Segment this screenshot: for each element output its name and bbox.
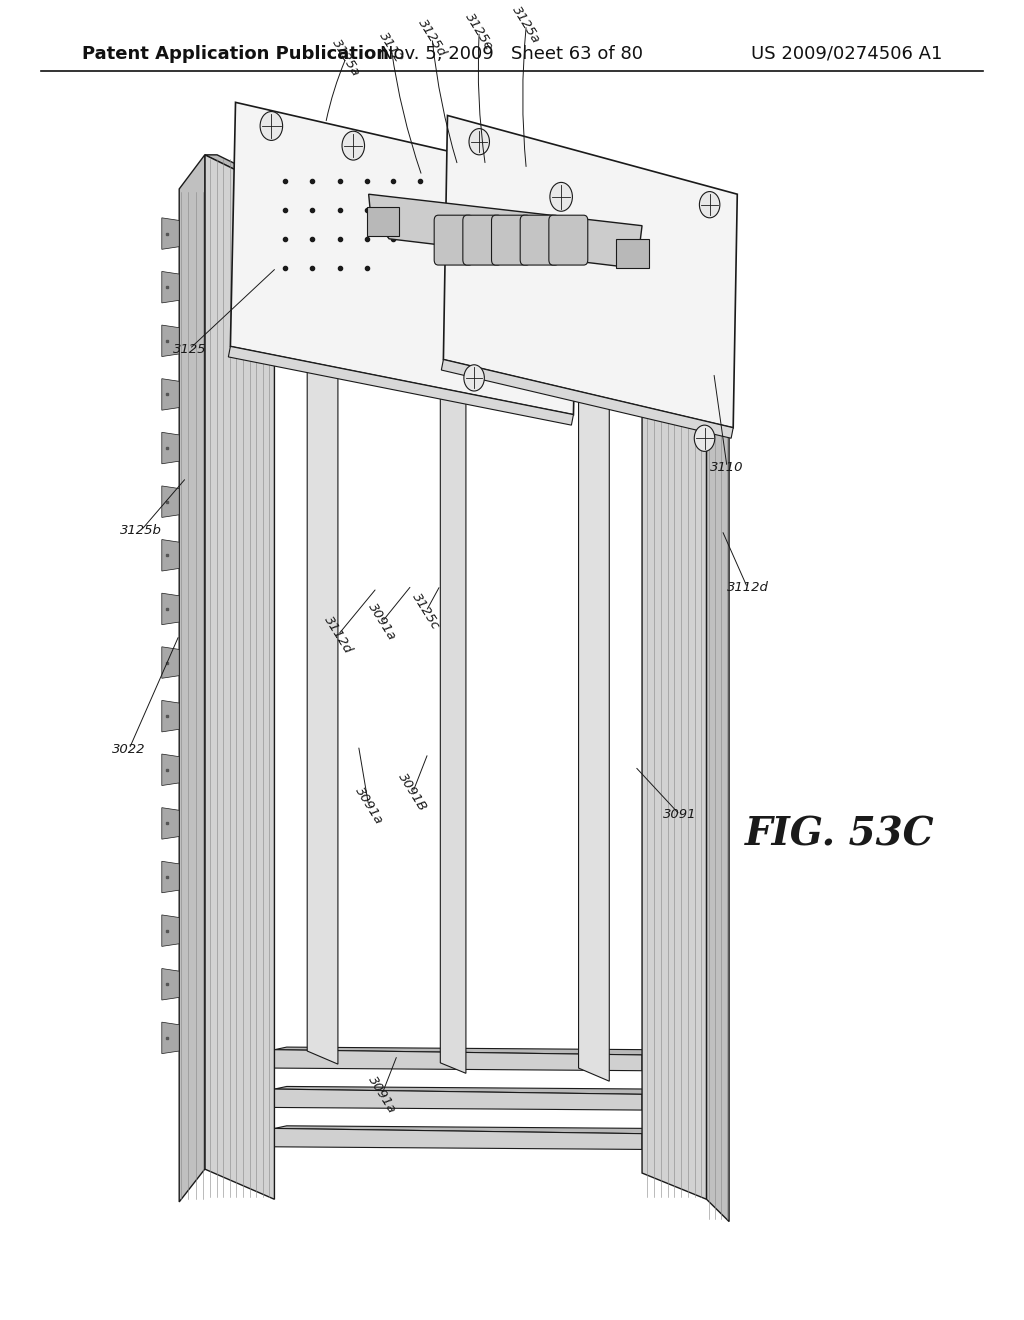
Polygon shape: [162, 218, 179, 249]
Polygon shape: [443, 115, 737, 428]
FancyBboxPatch shape: [434, 215, 473, 265]
Polygon shape: [274, 189, 642, 242]
Polygon shape: [162, 701, 179, 731]
Text: Nov. 5, 2009   Sheet 63 of 80: Nov. 5, 2009 Sheet 63 of 80: [381, 45, 643, 63]
Polygon shape: [579, 215, 609, 1081]
Polygon shape: [162, 808, 179, 840]
Polygon shape: [642, 189, 717, 218]
Polygon shape: [162, 325, 179, 356]
FancyBboxPatch shape: [492, 215, 530, 265]
Text: 3110: 3110: [711, 461, 743, 474]
Polygon shape: [642, 189, 707, 1200]
Text: 3112: 3112: [377, 29, 406, 65]
Polygon shape: [162, 540, 179, 572]
Text: 3091a: 3091a: [366, 1073, 398, 1115]
Text: 3125c: 3125c: [410, 591, 442, 632]
Polygon shape: [274, 1126, 652, 1134]
Polygon shape: [162, 486, 179, 517]
Polygon shape: [162, 272, 179, 302]
Polygon shape: [162, 379, 179, 411]
Polygon shape: [162, 647, 179, 678]
Text: 3091B: 3091B: [396, 771, 429, 814]
Polygon shape: [162, 754, 179, 785]
Circle shape: [550, 182, 572, 211]
Polygon shape: [162, 861, 179, 892]
Circle shape: [694, 425, 715, 451]
Polygon shape: [440, 205, 466, 1073]
FancyBboxPatch shape: [463, 215, 502, 265]
FancyBboxPatch shape: [549, 215, 588, 265]
Polygon shape: [205, 154, 287, 189]
Circle shape: [699, 191, 720, 218]
Text: 3125a: 3125a: [330, 37, 362, 79]
Circle shape: [469, 128, 489, 154]
Text: 3125b: 3125b: [121, 524, 162, 537]
Polygon shape: [369, 194, 642, 268]
Polygon shape: [274, 1047, 652, 1055]
Text: 3125d: 3125d: [416, 17, 449, 59]
Polygon shape: [205, 154, 274, 1200]
Polygon shape: [162, 433, 179, 463]
Text: 3091a: 3091a: [352, 784, 385, 826]
Polygon shape: [179, 154, 205, 1203]
Text: Patent Application Publication: Patent Application Publication: [82, 45, 389, 63]
Polygon shape: [307, 197, 338, 1064]
Polygon shape: [162, 915, 179, 946]
Text: 3125a: 3125a: [510, 4, 543, 46]
Text: 3112d: 3112d: [322, 614, 354, 656]
Text: US 2009/0274506 A1: US 2009/0274506 A1: [751, 45, 942, 63]
Polygon shape: [230, 103, 579, 414]
Polygon shape: [274, 1089, 642, 1110]
Text: 3125e: 3125e: [463, 11, 496, 53]
Text: 3112d: 3112d: [727, 581, 768, 594]
Polygon shape: [441, 359, 733, 438]
Polygon shape: [274, 162, 652, 218]
Circle shape: [260, 111, 283, 140]
Polygon shape: [162, 1022, 179, 1053]
Polygon shape: [228, 346, 573, 425]
Polygon shape: [274, 1086, 652, 1094]
Polygon shape: [274, 1049, 642, 1071]
Circle shape: [464, 364, 484, 391]
Text: 3091: 3091: [664, 808, 696, 821]
Polygon shape: [162, 969, 179, 1001]
Text: 3091a: 3091a: [366, 601, 398, 643]
FancyBboxPatch shape: [520, 215, 559, 265]
Polygon shape: [274, 1129, 642, 1150]
Polygon shape: [707, 218, 729, 1221]
Polygon shape: [616, 239, 649, 268]
Polygon shape: [162, 593, 179, 624]
Text: 3125: 3125: [173, 342, 206, 355]
Polygon shape: [367, 207, 399, 236]
Circle shape: [342, 131, 365, 160]
Text: 3022: 3022: [113, 743, 145, 756]
Text: FIG. 53C: FIG. 53C: [744, 816, 935, 854]
